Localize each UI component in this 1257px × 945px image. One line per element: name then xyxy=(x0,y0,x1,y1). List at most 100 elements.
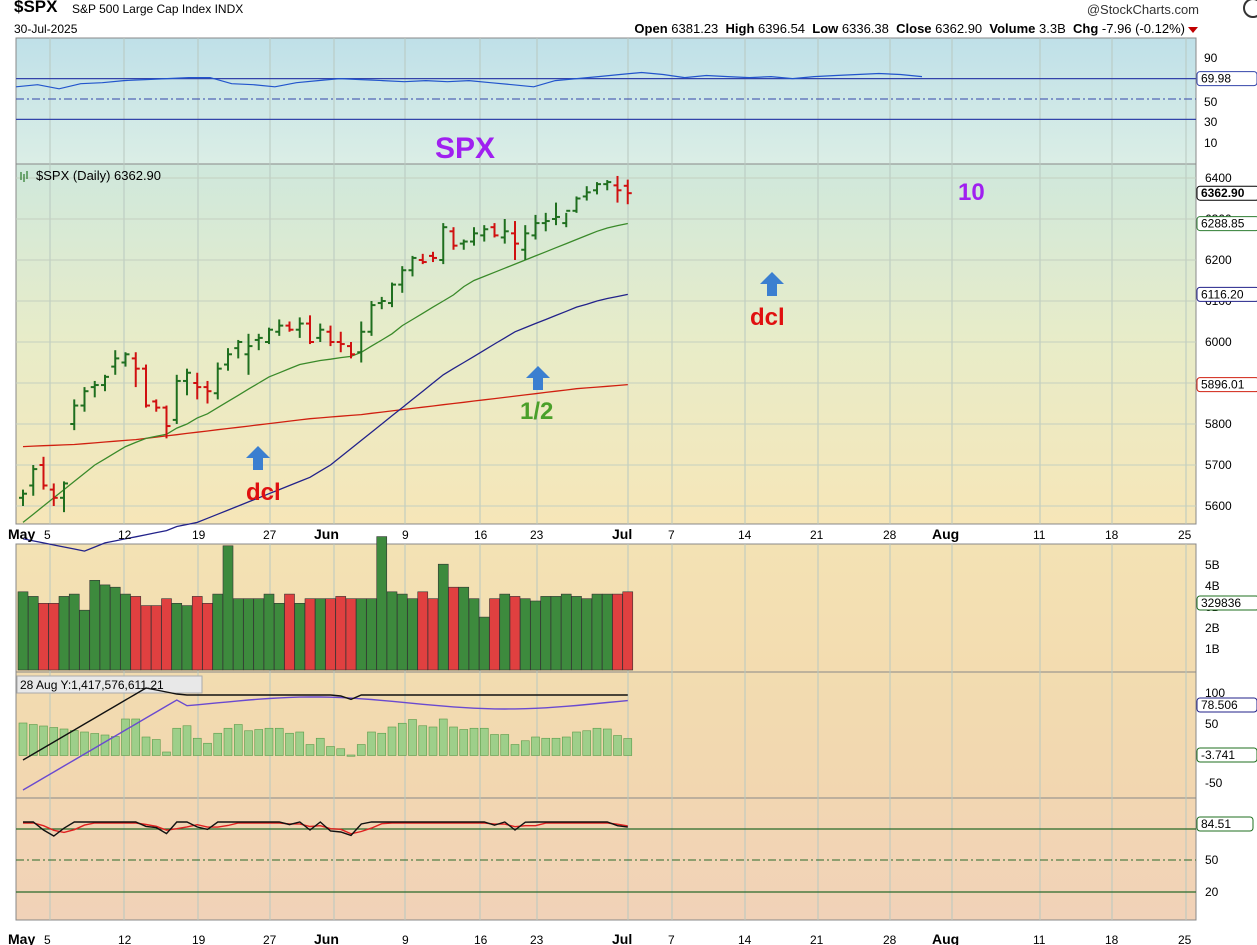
high-value: 6396.54 xyxy=(758,21,806,36)
volume-bar xyxy=(407,598,418,671)
price-tag xyxy=(1196,185,1257,201)
low-label: Low xyxy=(812,21,839,36)
ohlc-bar xyxy=(377,296,386,310)
volume-bar xyxy=(519,598,531,671)
oscillator-histogram-bar xyxy=(449,726,458,756)
volume-bar xyxy=(478,616,490,671)
oscillator-histogram-bar xyxy=(274,727,284,756)
price-tick-label: 5600 xyxy=(1205,499,1232,513)
price-tag-label: 6362.90 xyxy=(1201,186,1245,200)
oscillator-histogram-bar xyxy=(377,732,387,756)
x-axis-label: 21 xyxy=(810,933,824,945)
ohlc-bar xyxy=(552,202,560,226)
ohlc-bar xyxy=(80,387,89,412)
volume-tick-label: 1B xyxy=(1205,642,1220,656)
oscillator-histogram-bar xyxy=(367,731,376,756)
ohlc-bar xyxy=(398,266,407,293)
oscillator-histogram-bar xyxy=(233,724,243,756)
x-axis-label: 14 xyxy=(738,528,752,542)
stochastic-panel-bg xyxy=(15,797,1197,921)
volume-bar xyxy=(232,598,244,671)
oscillator-histogram-bar xyxy=(582,730,592,756)
ohlc-bar xyxy=(285,321,294,332)
oscillator-histogram-bar xyxy=(531,736,540,756)
volume-bar xyxy=(38,602,49,671)
oscillator-histogram-bar xyxy=(418,725,428,756)
price-tick-label: 5800 xyxy=(1205,417,1232,431)
spx-annotation: SPX xyxy=(435,132,495,165)
crosshair-label: 28 Aug Y:1,417,576,611.21 xyxy=(20,678,164,692)
volume-bar xyxy=(468,598,480,671)
x-axis-label: 9 xyxy=(402,528,409,542)
x-axis-label: Aug xyxy=(932,931,959,945)
volume-bar xyxy=(48,602,60,671)
down-triangle-icon xyxy=(1188,27,1198,33)
x-axis-label: 7 xyxy=(668,528,675,542)
oscillator-histogram-bar xyxy=(213,732,223,756)
ohlc-bar xyxy=(582,186,591,201)
oscillator-histogram-bar xyxy=(295,731,305,756)
oscillator-histogram-bar xyxy=(315,737,325,756)
volume-bar xyxy=(79,609,90,671)
half-annotation: 1/2 xyxy=(520,398,553,425)
ohlc-bar xyxy=(254,333,263,351)
x-axis-label: 27 xyxy=(263,528,277,542)
ohlc-bar xyxy=(101,374,109,392)
volume-bar xyxy=(89,579,101,671)
volume-bar xyxy=(27,596,39,671)
ohlc-bar xyxy=(593,182,601,195)
up-arrow-icon xyxy=(760,272,784,296)
ohlc-bar xyxy=(541,212,550,232)
volume-bar xyxy=(550,596,562,671)
volume-bar xyxy=(540,596,552,671)
ohlc-bar xyxy=(19,489,27,506)
count-annotation: 10 xyxy=(958,179,985,206)
x-axis-label: 19 xyxy=(192,933,206,945)
brand-label[interactable]: @StockCharts.com xyxy=(1086,2,1199,17)
oscillator-histogram-bar xyxy=(510,744,520,756)
price-tick-label: 6200 xyxy=(1205,253,1232,267)
volume-bar xyxy=(530,600,541,671)
oscillator-histogram-bar xyxy=(182,725,192,756)
ohlc-bar xyxy=(562,209,571,228)
x-axis-label: 9 xyxy=(402,933,409,945)
oscillator-histogram-bar xyxy=(500,734,510,756)
ohlc-bar xyxy=(336,331,345,353)
price-tag-label: 6116.20 xyxy=(1201,287,1244,301)
stochastic-k-line xyxy=(23,821,628,837)
oscillator-histogram-bar xyxy=(69,730,79,756)
oscillator-histogram-bar xyxy=(223,727,233,756)
ma50-line xyxy=(22,293,628,552)
volume-bar xyxy=(253,598,265,671)
oscillator-value-tag xyxy=(1196,697,1257,713)
volume-bar xyxy=(581,598,593,671)
ohlc-bar xyxy=(295,317,304,338)
ohlc-bar xyxy=(613,175,622,203)
rsi-tick-label: 90 xyxy=(1204,51,1218,65)
oscillator-histogram-bar xyxy=(428,726,438,756)
price-tag xyxy=(1196,216,1257,232)
oscillator-histogram-bar xyxy=(305,744,315,756)
oscillator-histogram-bar xyxy=(100,734,110,756)
x-axis-label: Jul xyxy=(612,526,632,542)
ohlc-bar xyxy=(111,350,120,375)
oscillator-histogram-bar xyxy=(254,729,264,756)
oscillator-histogram-bar xyxy=(459,729,469,756)
ohlc-bar xyxy=(162,405,171,439)
volume-bar xyxy=(448,586,459,671)
oscillator-histogram-bar xyxy=(572,731,581,756)
oscillator-histogram-bar xyxy=(397,722,407,756)
dcl-annotation: dcl xyxy=(246,479,281,506)
x-axis-label: 16 xyxy=(474,528,488,542)
oscillator-histogram-bar xyxy=(551,737,561,756)
volume-value-label: 329836 xyxy=(1201,596,1241,610)
volume-bar xyxy=(212,593,224,671)
x-axis-label: 5 xyxy=(44,528,51,542)
volume-tick-label: 4B xyxy=(1205,579,1220,593)
up-arrow-icon xyxy=(246,446,270,470)
chg-label: Chg xyxy=(1073,21,1099,36)
ohlc-bar xyxy=(193,372,202,400)
oscillator-histogram-bar xyxy=(162,751,171,756)
